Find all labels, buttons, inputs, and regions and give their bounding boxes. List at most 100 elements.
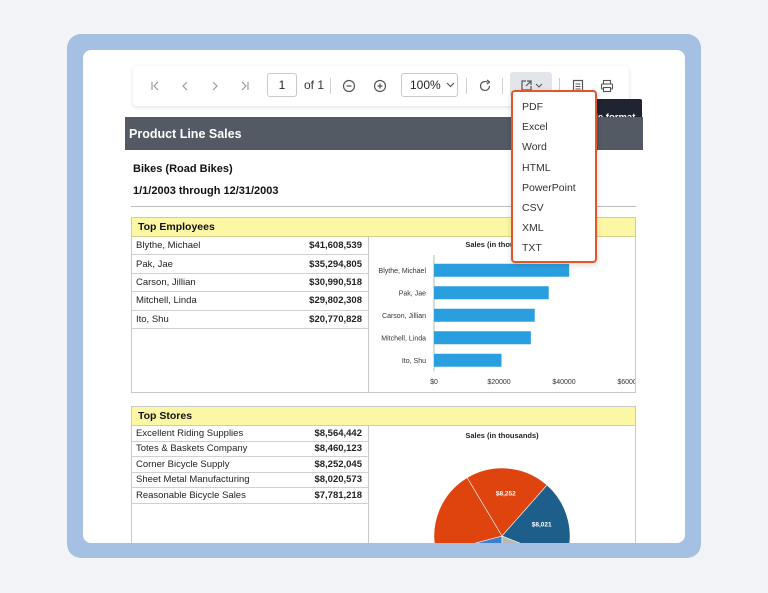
chart-title: Sales (in thousands) (465, 240, 539, 249)
toolbar-divider (559, 78, 560, 94)
export-format-menu: PDF Excel Word HTML PowerPoint CSV XML TXT (511, 90, 597, 263)
chevron-down-icon (446, 82, 455, 88)
x-tick-label: $20000 (487, 379, 510, 386)
pie-slice (433, 477, 503, 543)
export-xml-item[interactable]: XML (522, 222, 544, 235)
refresh-button[interactable] (474, 74, 496, 98)
page-number-input[interactable] (267, 73, 297, 97)
export-powerpoint-item[interactable]: PowerPoint (522, 181, 576, 194)
previous-page-button[interactable] (175, 74, 195, 98)
chevron-right-icon (212, 81, 218, 91)
bar (434, 331, 531, 345)
export-icon (520, 79, 532, 91)
print-button[interactable] (596, 74, 618, 98)
table-row: Reasonable Bicycle Sales $7,781,218 (132, 488, 368, 504)
pie-slice-label: $8,021 (532, 522, 552, 529)
top-stores-panel: Top Stores Excellent Riding Supplies $8,5… (131, 406, 636, 543)
table-row: Ito, Shu $20,770,828 (132, 311, 368, 329)
report-title: Product Line Sales (129, 126, 242, 141)
zoom-out-button[interactable] (338, 74, 360, 98)
row-value: $7,781,218 (314, 489, 362, 501)
divider (131, 206, 636, 207)
chart-title: Sales (in thousands) (465, 431, 539, 440)
bar-category-label: Blythe, Michael (379, 268, 427, 275)
last-page-icon (241, 81, 249, 91)
bar (434, 263, 570, 277)
page-count: of 1 (304, 78, 325, 92)
table-row: Excellent Riding Supplies $8,564,442 (132, 426, 368, 442)
outer-frame: of 1 100% (67, 34, 701, 558)
pie-slice (466, 467, 548, 537)
row-value: $29,802,308 (309, 295, 362, 307)
table-row: Carson, Jillian $30,990,518 (132, 274, 368, 293)
chevron-left-icon (182, 81, 188, 91)
export-word-item[interactable]: Word (522, 141, 547, 154)
bar (434, 286, 549, 300)
chevron-down-icon (535, 83, 542, 88)
zoom-value: 100% (410, 78, 441, 92)
bar-category-label: Ito, Shu (402, 358, 426, 365)
row-name: Corner Bicycle Supply (136, 458, 230, 470)
report-subtitle: Bikes (Road Bikes) (133, 163, 233, 175)
x-tick-label: $40000 (552, 379, 575, 386)
stores-table: Excellent Riding Supplies $8,564,442 Tote… (132, 426, 369, 543)
table-row: Corner Bicycle Supply $8,252,045 (132, 457, 368, 473)
bar (434, 353, 502, 367)
export-txt-item[interactable]: TXT (522, 242, 542, 255)
x-tick-label: $60000 (617, 379, 635, 386)
last-page-button[interactable] (235, 74, 255, 98)
zoom-in-icon (373, 79, 387, 93)
table-row: Totes & Baskets Company $8,460,123 (132, 442, 368, 457)
row-value: $8,020,573 (314, 474, 362, 486)
bar-category-label: Carson, Jillian (382, 313, 426, 320)
row-name: Carson, Jillian (136, 276, 196, 288)
first-page-button[interactable] (145, 74, 165, 98)
row-value: $35,294,805 (309, 258, 362, 270)
table-row: Sheet Metal Manufacturing $8,020,573 (132, 473, 368, 488)
row-name: Pak, Jae (136, 258, 173, 270)
zoom-select[interactable]: 100% (401, 73, 458, 97)
toolbar-divider (330, 78, 331, 94)
export-excel-item[interactable]: Excel (522, 121, 548, 134)
export-csv-item[interactable]: CSV (522, 202, 544, 215)
pie-slice-label: $8,252 (496, 490, 516, 497)
row-name: Totes & Baskets Company (136, 443, 248, 455)
row-value: $8,252,045 (314, 458, 362, 470)
stores-pie-chart: Sales (in thousands)$8,252$8,021$7,781 (369, 426, 635, 543)
pie-slice (501, 535, 521, 543)
row-name: Excellent Riding Supplies (136, 427, 244, 439)
export-html-item[interactable]: HTML (522, 161, 551, 174)
report-date-range: 1/1/2003 through 12/31/2003 (133, 185, 279, 197)
row-name: Blythe, Michael (136, 240, 201, 252)
row-name: Reasonable Bicycle Sales (136, 489, 246, 501)
row-value: $41,608,539 (309, 240, 362, 252)
row-value: $8,564,442 (314, 427, 362, 439)
print-icon (600, 79, 614, 93)
export-pdf-item[interactable]: PDF (522, 101, 543, 114)
row-value: $20,770,828 (309, 313, 362, 325)
first-page-icon (151, 81, 159, 91)
bar-category-label: Pak, Jae (399, 290, 426, 297)
zoom-in-button[interactable] (369, 74, 391, 98)
employees-bar-chart: Sales (in thousands) Blythe, Michael Pak, … (369, 237, 635, 392)
panel-title: Top Employees (132, 218, 635, 237)
row-name: Ito, Shu (136, 313, 169, 325)
x-tick-label: $0 (430, 379, 438, 386)
row-name: Mitchell, Linda (136, 295, 197, 307)
employees-table: Blythe, Michael $41,608,539 Pak, Jae $35,2… (132, 237, 369, 392)
next-page-button[interactable] (205, 74, 225, 98)
table-row: Mitchell, Linda $29,802,308 (132, 292, 368, 311)
row-name: Sheet Metal Manufacturing (136, 474, 250, 486)
toolbar-divider (466, 78, 467, 94)
top-employees-panel: Top Employees Blythe, Michael $41,608,539… (131, 217, 636, 393)
pie-slice (501, 484, 571, 543)
row-value: $30,990,518 (309, 276, 362, 288)
toolbar-divider (502, 78, 503, 94)
bar-category-label: Mitchell, Linda (381, 335, 426, 342)
table-row: Pak, Jae $35,294,805 (132, 255, 368, 274)
zoom-out-icon (342, 79, 356, 93)
table-row: Blythe, Michael $41,608,539 (132, 237, 368, 256)
refresh-icon (479, 79, 491, 92)
panel-title: Top Stores (132, 407, 635, 426)
row-value: $8,460,123 (314, 443, 362, 455)
